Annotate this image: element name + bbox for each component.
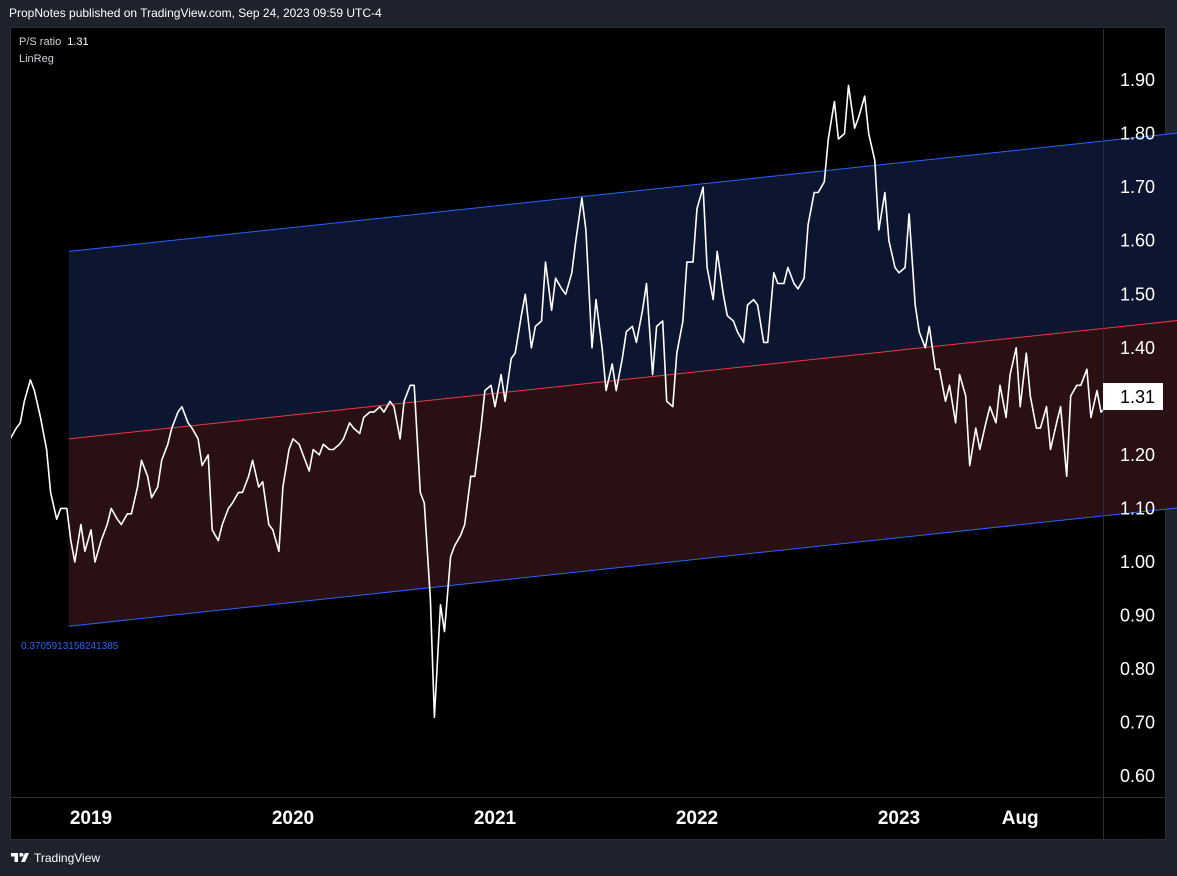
channel-lower-line bbox=[68, 507, 1177, 627]
y-tick-label: 1.90 bbox=[1120, 70, 1155, 90]
channel-center-line bbox=[68, 320, 1177, 440]
chart-legend: P/S ratio 1.31 LinReg bbox=[19, 34, 89, 68]
y-tick-label: 0.60 bbox=[1120, 766, 1155, 786]
current-value-box bbox=[1103, 382, 1163, 410]
footer: TradingView bbox=[10, 849, 100, 867]
x-tick-label: 2021 bbox=[474, 808, 517, 829]
footer-brand: TradingView bbox=[34, 851, 101, 865]
legend-series-value: 1.31 bbox=[67, 36, 89, 48]
series-line-ps-ratio bbox=[11, 84, 1103, 719]
y-tick-label: 0.80 bbox=[1120, 659, 1155, 679]
y-tick-label: 1.70 bbox=[1120, 177, 1155, 197]
publisher-header: PropNotes published on TradingView.com, … bbox=[9, 6, 382, 20]
y-tick-label: 0.90 bbox=[1120, 606, 1155, 626]
x-tick-label: 2023 bbox=[878, 808, 920, 829]
regression-label: 0.3705913158241385 bbox=[21, 641, 119, 652]
y-tick-label: 1.00 bbox=[1120, 552, 1155, 572]
y-tick-label: 1.50 bbox=[1120, 284, 1155, 304]
channel-upper-fill bbox=[68, 133, 1177, 439]
legend-indicator-name: LinReg bbox=[19, 53, 54, 65]
channel-upper-line bbox=[68, 132, 1177, 252]
y-tick-label: 0.70 bbox=[1120, 713, 1155, 733]
y-tick-label: 1.80 bbox=[1120, 124, 1155, 144]
x-tick-label: 2022 bbox=[676, 808, 718, 829]
legend-series-name: P/S ratio bbox=[19, 36, 62, 48]
y-tick-label: 1.10 bbox=[1120, 498, 1155, 518]
x-tick-label: 2019 bbox=[70, 808, 112, 829]
channel-lower-fill bbox=[68, 320, 1177, 627]
y-tick-label: 1.60 bbox=[1120, 231, 1155, 251]
current-value-label: 1.31 bbox=[1120, 387, 1155, 407]
y-tick-label: 1.40 bbox=[1120, 338, 1155, 358]
y-tick-label: 1.20 bbox=[1120, 445, 1155, 465]
x-tick-label: Aug bbox=[1002, 808, 1039, 829]
tradingview-logo-icon bbox=[11, 853, 29, 862]
x-tick-label: 2020 bbox=[272, 808, 314, 829]
